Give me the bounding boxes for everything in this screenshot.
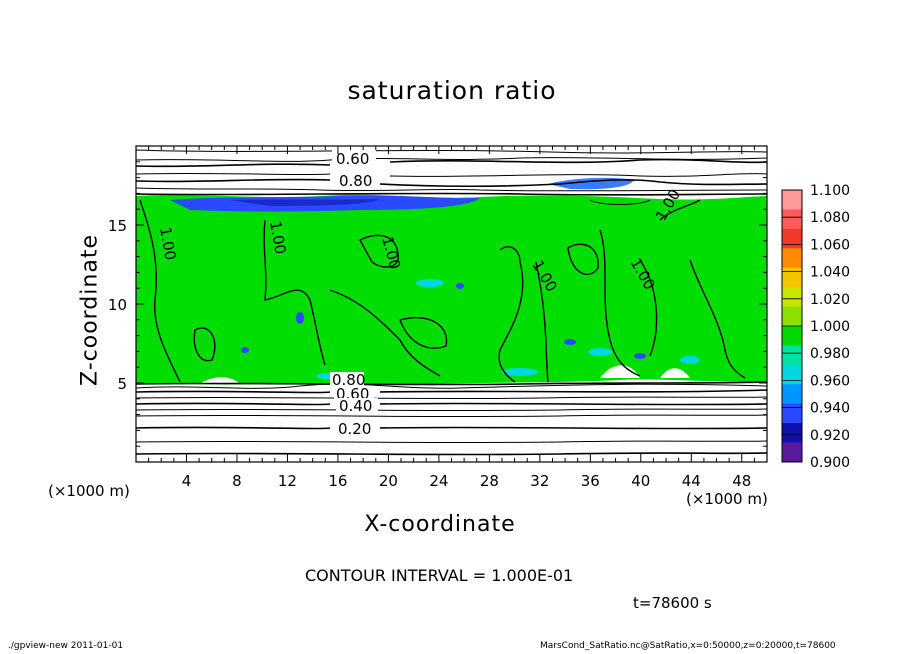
colorbar-label: 1.060 [810,237,850,253]
x-tick-label: 4 [182,472,192,490]
contour-label: 0.20 [338,420,371,438]
y-tick-label: 15 [108,217,127,235]
y-tick-label: 5 [117,375,127,393]
contour-label: 1.00 [266,220,290,256]
colorbar-swatch [782,403,802,424]
colorbar-label: 0.980 [810,346,850,362]
x-tick-label: 32 [530,472,549,490]
x-tick-label: 24 [429,472,448,490]
colorbar-label: 0.900 [810,455,850,471]
x-tick-label: 44 [682,472,701,490]
colorbar-swatch [782,190,802,210]
contour-label: 1.00 [156,226,180,262]
colorbar-label: 0.940 [810,401,850,417]
y-axis: 5 10 15 [108,161,767,447]
colorbar-label: 0.920 [810,428,850,444]
colorbar-swatch [782,209,802,230]
x-axis: 4 8 12 16 20 24 28 32 36 40 44 48 [148,146,755,490]
chart-title: saturation ratio [347,76,557,105]
footer-left: ./gpview-new 2011-01-01 [8,641,124,651]
colorbar-swatch [782,306,802,327]
contour-label: 0.80 [332,371,365,389]
colorbar-swatch [782,287,802,308]
colorbar-swatch [782,345,802,366]
x-unit-label-right: (×1000 m) [686,490,768,508]
colorbar-swatch [782,364,802,385]
low-ratio-patch [230,199,380,206]
time-label: t=78600 s [633,594,712,612]
x-unit-label-left: (×1000 m) [48,482,130,500]
low-ratio-specks [316,279,700,379]
contour-lines-upper [136,149,767,205]
x-tick-label: 36 [581,472,600,490]
x-tick-label: 12 [278,472,297,490]
x-tick-label: 8 [232,472,242,490]
colorbar-swatch [782,384,802,405]
colorbar-swatch [782,442,802,463]
contour-label: 0.80 [339,172,372,190]
colorbar-label: 1.040 [810,265,850,281]
x-tick-label: 20 [379,472,398,490]
colorbar-swatch [782,228,802,249]
contour-label: 0.60 [336,150,369,168]
colorbar-label: 1.020 [810,292,850,308]
colorbar-label: 0.960 [810,373,850,389]
colorbar-swatch [782,423,802,444]
x-tick-label: 16 [328,472,347,490]
contour-interval-label: CONTOUR INTERVAL = 1.000E-01 [305,566,574,585]
colorbar-label: 1.100 [810,183,850,199]
colorbar: 1.100 1.080 1.060 1.040 1.020 1.000 0.980 0.960… [781,183,850,471]
contour-lines-lower [136,381,767,456]
colorbar-swatch [782,267,802,288]
footer-right: MarsCond_SatRatio.nc@SatRatio,x=0:50000,… [540,641,836,651]
x-axis-label: X-coordinate [364,512,516,537]
x-tick-label: 40 [631,472,650,490]
colorbar-swatch [782,248,802,269]
contour-lines-cloud [139,199,746,383]
x-tick-label: 28 [480,472,499,490]
plot-field [136,149,767,456]
gap-patches [200,365,690,384]
contour-label: 0.40 [339,397,372,415]
colorbar-swatch [782,326,802,346]
x-tick-label: 48 [732,472,751,490]
saturated-region [136,194,767,385]
colorbar-label: 1.000 [810,319,850,335]
y-tick-label: 10 [108,296,127,314]
low-ratio-specks-blue [241,283,646,359]
colorbar-label: 1.080 [810,210,850,226]
